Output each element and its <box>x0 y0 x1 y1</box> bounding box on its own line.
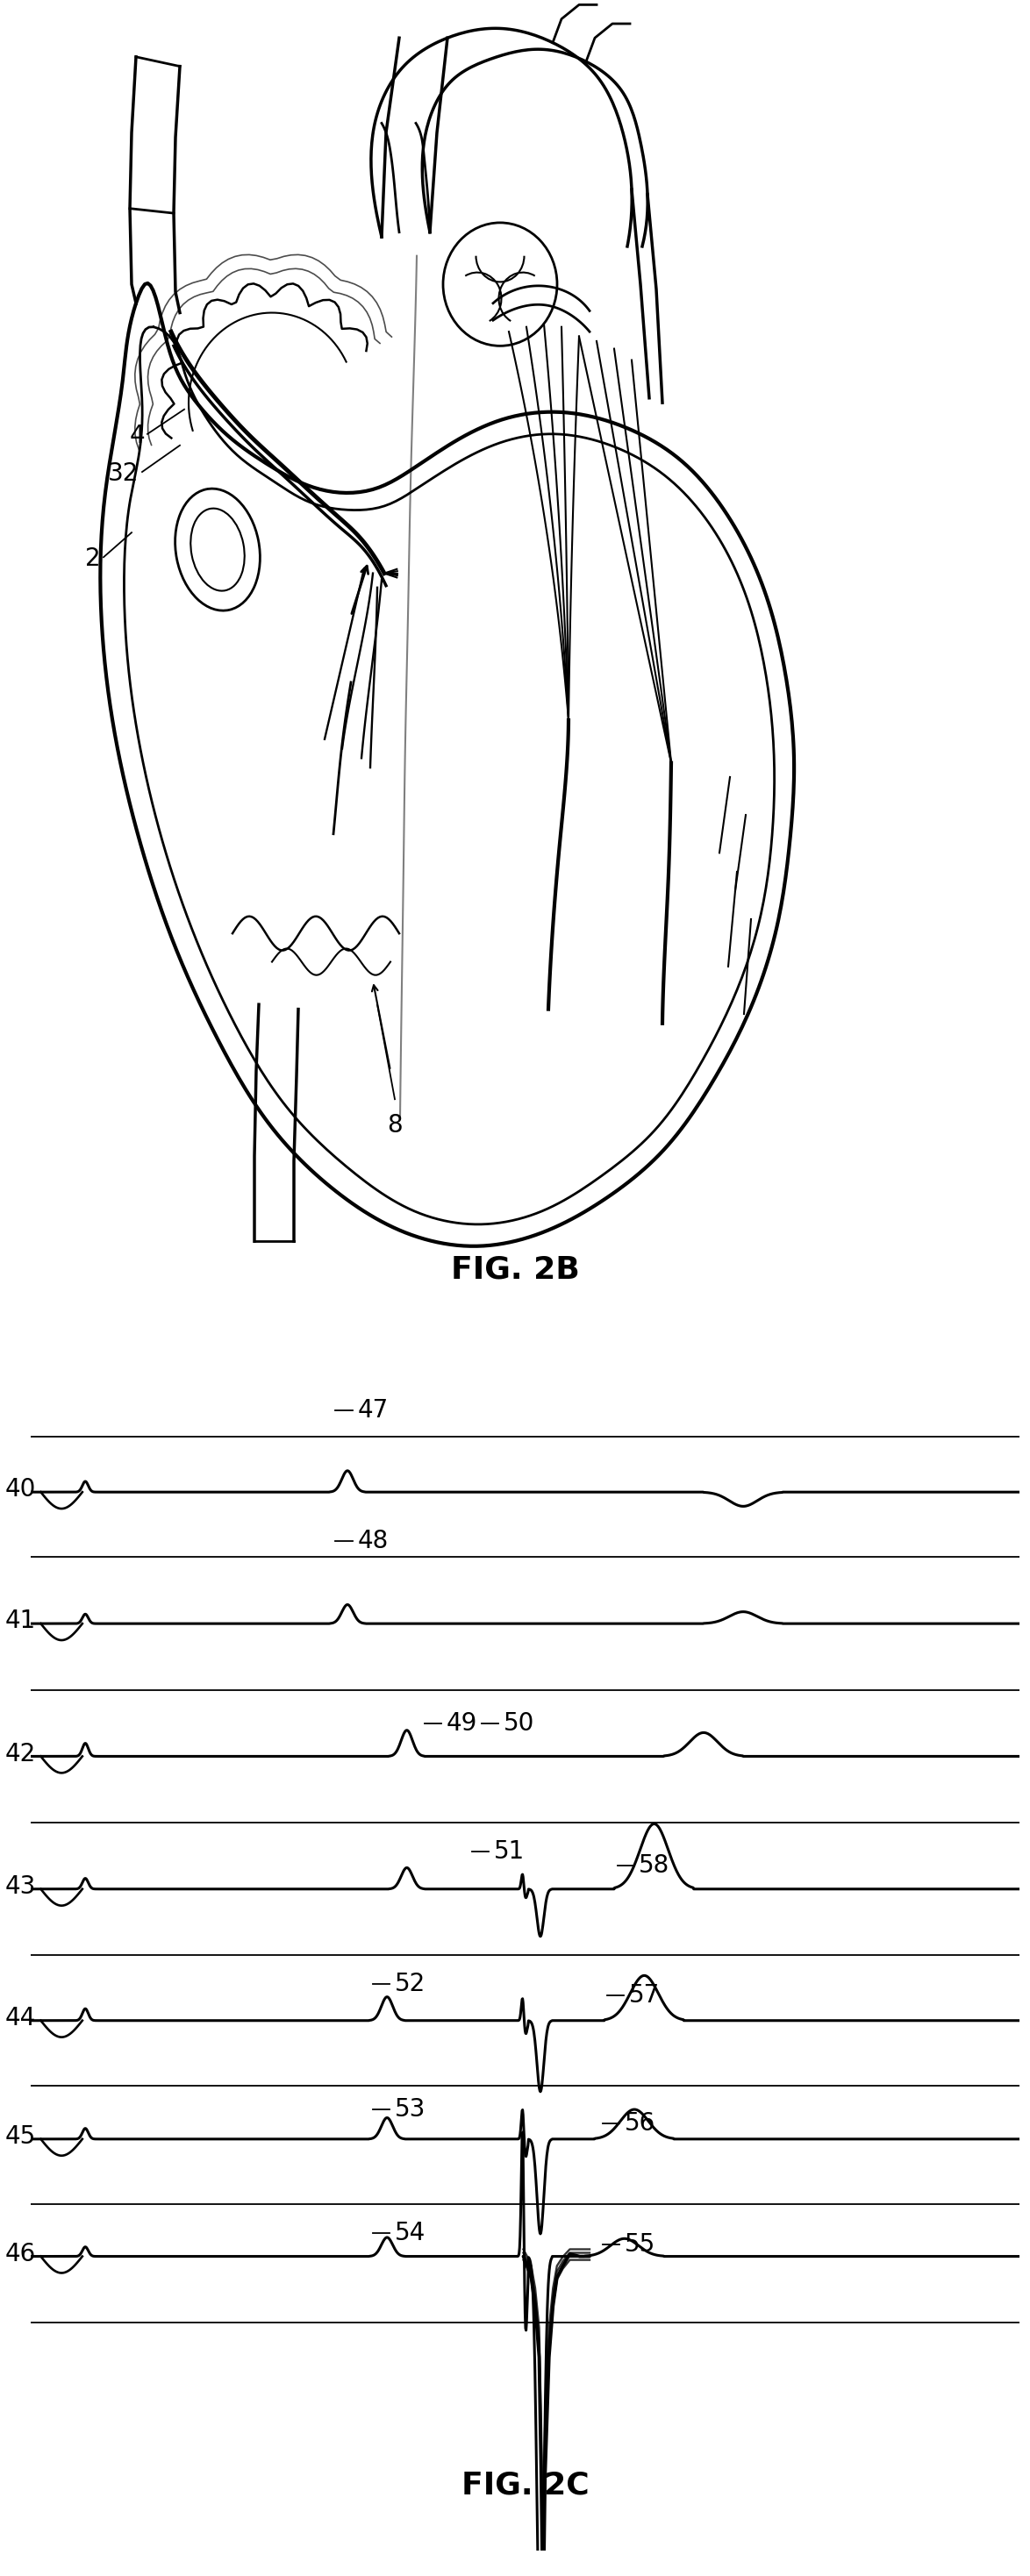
Text: FIG. 2C: FIG. 2C <box>461 2470 589 2499</box>
Text: 52: 52 <box>394 1971 425 1996</box>
Text: 58: 58 <box>639 1852 670 1878</box>
Text: 47: 47 <box>357 1399 388 1422</box>
Text: 4: 4 <box>130 422 145 448</box>
Text: 56: 56 <box>624 2112 655 2136</box>
Text: 46: 46 <box>5 2241 36 2267</box>
Text: 41: 41 <box>5 1610 36 1633</box>
Text: 40: 40 <box>5 1479 36 1502</box>
Text: 48: 48 <box>357 1528 388 1553</box>
Text: 43: 43 <box>5 1875 36 1899</box>
Text: 45: 45 <box>5 2125 36 2148</box>
Text: FIG. 2B: FIG. 2B <box>451 1255 579 1285</box>
Text: 54: 54 <box>394 2221 425 2244</box>
Text: 32: 32 <box>107 461 139 487</box>
Text: 57: 57 <box>629 1984 660 2007</box>
Text: 50: 50 <box>504 1710 535 1736</box>
Text: 49: 49 <box>446 1710 477 1736</box>
Text: 51: 51 <box>493 1839 524 1862</box>
Text: 8: 8 <box>387 1113 403 1139</box>
Text: 53: 53 <box>394 2097 425 2123</box>
Text: 2: 2 <box>85 546 101 572</box>
Text: 42: 42 <box>5 1741 36 1767</box>
Text: 55: 55 <box>624 2233 655 2257</box>
Text: 44: 44 <box>5 2007 36 2030</box>
